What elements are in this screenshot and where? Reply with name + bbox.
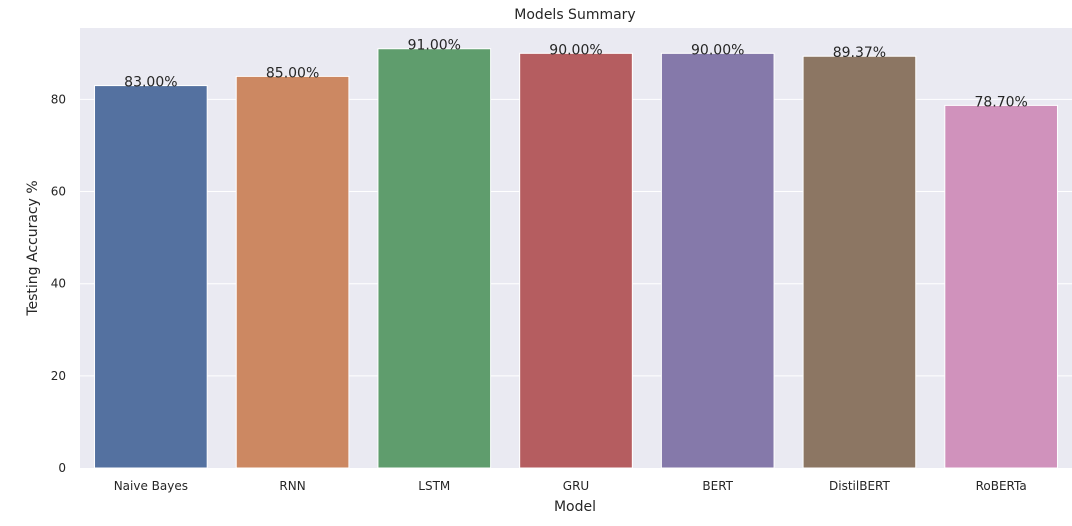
bar-lstm [377,48,492,469]
x-tick-label: GRU [563,479,589,493]
y-axis-label: Testing Accuracy % [25,180,41,316]
bar-value-label: 91.00% [408,38,461,54]
x-axis-ticks: Naive Bayes RNN LSTM GRU BERT DistilBERT RoBER… [114,479,1027,493]
bar-value-label: 83.00% [124,75,177,91]
bar-rnn [235,75,350,469]
y-axis-ticks: 0 20 40 60 80 [51,92,66,475]
x-tick-label: Naive Bayes [114,479,188,493]
bars [94,48,1058,469]
x-tick-label: RNN [279,479,305,493]
x-tick-label: LSTM [418,479,450,493]
bar-distilbert [802,55,917,469]
bar-naive-bayes [94,85,208,469]
x-tick-label: DistilBERT [829,479,890,493]
y-tick-label: 0 [58,461,66,475]
y-tick-label: 80 [51,92,66,106]
bar-value-label: 89.37% [833,45,886,61]
chart-title: Models Summary [514,7,635,23]
x-tick-label: RoBERTa [976,479,1027,493]
x-tick-label: BERT [702,479,733,493]
bar-value-label: 78.70% [974,94,1027,110]
bar-bert [660,52,775,469]
x-axis-label: Model [554,499,596,515]
y-tick-label: 20 [51,369,66,383]
y-tick-label: 40 [51,277,66,291]
bar-roberta [944,104,1058,469]
bar-value-label: 90.00% [549,42,602,58]
data-labels: 83.00% 85.00% 91.00% 90.00% 90.00% 89.37% 78.7… [124,38,1028,111]
bar-value-label: 85.00% [266,65,319,81]
y-tick-label: 60 [51,185,66,199]
bar-gru [519,52,633,469]
bar-value-label: 90.00% [691,42,744,58]
